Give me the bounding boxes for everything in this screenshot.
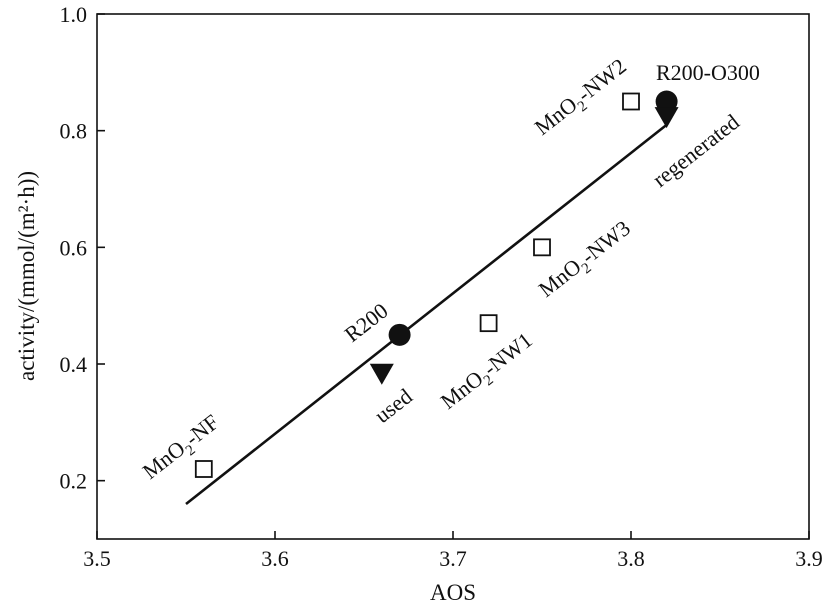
label-r200: R200 (340, 298, 393, 347)
label-mno2-nf: MnO2-NF (138, 409, 227, 488)
y-axis-title: activity/(mmol/(m²·h)) (14, 171, 39, 381)
x-tick-label: 3.7 (439, 546, 467, 571)
x-tick-label: 3.5 (83, 546, 111, 571)
label-mno2-nw3: MnO2-NW3 (534, 215, 638, 306)
point-r200 (388, 323, 411, 346)
y-tick-label: 1.0 (60, 2, 88, 27)
y-tick-label: 0.8 (60, 119, 88, 144)
point-regenerated (654, 107, 679, 129)
label-mno2-nw2: MnO2-NW2 (530, 53, 634, 144)
x-tick-label: 3.6 (261, 546, 289, 571)
label-r200-o300: R200-O300 (656, 60, 760, 85)
y-axis-ticks: 0.2 0.4 0.6 0.8 1.0 (60, 2, 105, 494)
point-used (369, 363, 394, 385)
label-mno2-nw1: MnO2-NW1 (436, 327, 540, 418)
x-axis-title: AOS (430, 580, 476, 605)
x-axis-ticks: 3.5 3.6 3.7 3.8 3.9 (83, 531, 823, 571)
point-mno2-nw1 (479, 314, 498, 333)
label-regenerated: regenerated (648, 109, 744, 192)
point-r200-o300 (655, 90, 678, 113)
fit-line (185, 123, 668, 506)
data-marks (194, 90, 679, 478)
fit-line-group (185, 123, 668, 506)
label-used: used (370, 383, 417, 428)
y-tick-label: 0.2 (60, 469, 88, 494)
y-tick-label: 0.6 (60, 235, 88, 260)
point-mno2-nw3 (533, 238, 551, 257)
y-tick-label: 0.4 (60, 352, 88, 377)
point-mno2-nf (194, 460, 213, 478)
x-tick-label: 3.9 (795, 546, 823, 571)
point-mno2-nw2 (622, 92, 640, 111)
x-tick-label: 3.8 (617, 546, 645, 571)
